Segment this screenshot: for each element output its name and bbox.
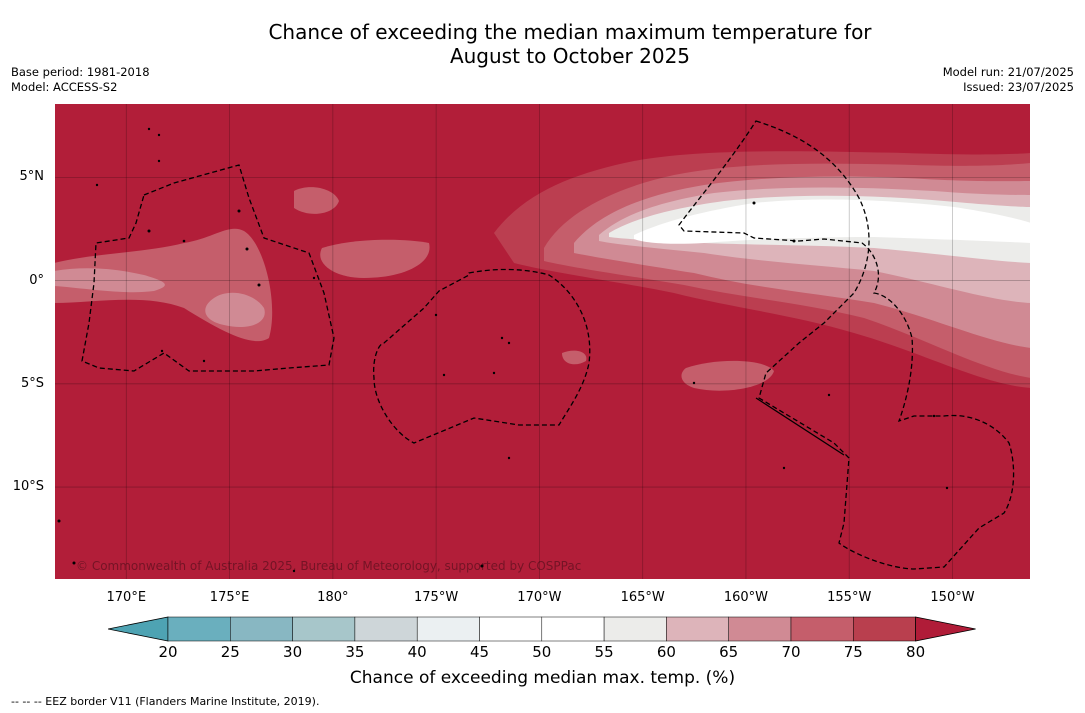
colorbar-tick-label: 75 — [843, 643, 863, 661]
colorbar-tick-label: 70 — [781, 643, 801, 661]
eez-phoenix — [373, 268, 591, 444]
colorbar-tick-label: 50 — [532, 643, 552, 661]
contour-east-50 — [634, 199, 1031, 244]
colorbar-tick-label: 25 — [220, 643, 240, 661]
eez-borders — [81, 120, 1015, 570]
longitude-tick-label: 170°W — [517, 590, 562, 605]
longitude-tick-label: 150°W — [930, 590, 975, 605]
eez-tuvalu — [81, 164, 335, 372]
islands — [57, 127, 949, 573]
contour-south-70 — [562, 350, 587, 365]
longitude-tick-label: 175°E — [209, 590, 250, 605]
map-title: Chance of exceeding the median maximum t… — [200, 20, 940, 68]
colorbar-segment — [728, 616, 792, 642]
colorbar-tick-label: 60 — [656, 643, 676, 661]
title-line-2: August to October 2025 — [449, 44, 691, 68]
contour-north-70 — [294, 187, 339, 214]
colorbar-segment — [790, 616, 854, 642]
longitude-tick-label: 180° — [317, 590, 349, 605]
base-period: Base period: 1981-2018 — [11, 65, 150, 79]
latitude-tick-label: 0° — [29, 272, 44, 288]
copyright-notice: © Commonwealth of Australia 2025, Bureau… — [76, 559, 581, 573]
colorbar-tick-label: 30 — [283, 643, 303, 661]
longitude-tick-label: 170°E — [106, 590, 147, 605]
latitude-tick-label: 10°S — [12, 479, 44, 495]
colorbar-segment — [603, 616, 667, 642]
contour-central-70 — [320, 239, 430, 278]
map-frame — [54, 103, 1031, 580]
colorbar-segment — [666, 616, 729, 642]
colorbar-tick-label: 55 — [594, 643, 614, 661]
colorbar-tick-label: 65 — [719, 643, 739, 661]
colorbar-under-arrow — [108, 616, 169, 642]
longitude-tick-label: 165°W — [620, 590, 665, 605]
colorbar-over-arrow — [915, 616, 976, 642]
eez-line-islands — [678, 120, 1015, 570]
colorbar-segment — [853, 616, 916, 642]
meta-left: Base period: 1981-2018 Model: ACCESS-S2 — [11, 65, 150, 95]
probability-map: © Commonwealth of Australia 2025, Bureau… — [54, 103, 1031, 580]
longitude-tick-label: 155°W — [827, 590, 872, 605]
colorbar-title: Chance of exceeding median max. temp. (%… — [349, 668, 736, 688]
colorbar-tick-label: 20 — [158, 643, 178, 661]
longitude-tick-label: 175°W — [414, 590, 459, 605]
latitude-tick-label: 5°N — [19, 169, 45, 185]
eez-footnote: -- -- -- EEZ border V11 (Flanders Marine… — [11, 695, 320, 708]
contour-west-inner — [205, 292, 265, 328]
longitude-tick-label: 160°W — [723, 590, 769, 605]
colorbar — [108, 616, 976, 642]
meta-right: Model run: 21/07/2025 Issued: 23/07/2025 — [943, 65, 1074, 95]
colorbar-tick-label: 40 — [407, 643, 427, 661]
colorbar-segment — [167, 616, 231, 642]
model-name: Model: ACCESS-S2 — [11, 80, 118, 94]
colorbar-tick-label: 35 — [345, 643, 365, 661]
contour-west-65 — [54, 268, 165, 293]
colorbar-segment — [230, 616, 293, 642]
colorbar-tick-label: 45 — [469, 643, 490, 661]
colorbar-segment — [292, 616, 356, 642]
issued-date: Issued: 23/07/2025 — [963, 80, 1074, 94]
graticule — [54, 103, 1031, 580]
model-run: Model run: 21/07/2025 — [942, 65, 1074, 79]
colorbar-segment — [541, 616, 605, 642]
contour-south2-70 — [681, 360, 774, 391]
latitude-tick-label: 5°S — [20, 375, 44, 391]
colorbar-segment — [479, 616, 543, 642]
colorbar-segment — [416, 616, 480, 642]
title-line-1: Chance of exceeding the median maximum t… — [268, 20, 872, 44]
colorbar-segment — [354, 616, 418, 642]
colorbar-tick-label: 80 — [906, 643, 926, 661]
eez-solid-segment — [755, 397, 845, 456]
